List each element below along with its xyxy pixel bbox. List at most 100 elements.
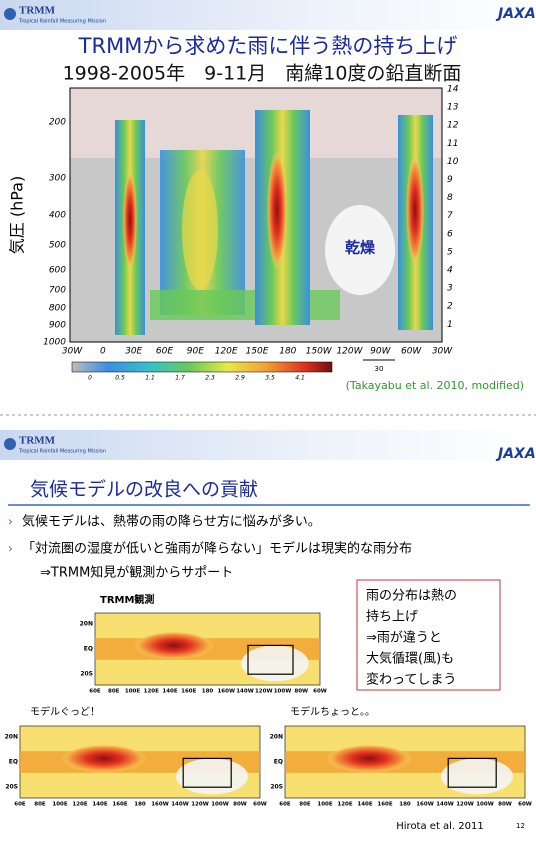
bullet-icon: › bbox=[8, 515, 13, 529]
x-tick-label: 30W bbox=[432, 347, 453, 357]
lon-label: 100E bbox=[317, 802, 332, 808]
x-tick-label: 120W bbox=[336, 347, 363, 357]
lon-label: 80W bbox=[498, 802, 512, 808]
slide-title: TRMMから求めた雨に伴う熱の持ち上げ bbox=[78, 34, 458, 58]
lon-label: 120W bbox=[255, 689, 273, 695]
lon-label: 120W bbox=[456, 802, 474, 808]
map-box bbox=[182, 757, 232, 788]
map-title: モデルぐっど！ bbox=[30, 705, 100, 718]
lat-label: 20N bbox=[5, 733, 18, 740]
y-axis-label: 気圧 (hPa) bbox=[8, 176, 27, 254]
lon-label: 180 bbox=[399, 802, 411, 808]
y2-tick-label: 9 bbox=[447, 175, 453, 185]
slide-title: 気候モデルの改良への貢献 bbox=[30, 479, 258, 501]
map-hotspot bbox=[325, 744, 413, 773]
agency-logo: JAXA bbox=[495, 446, 536, 462]
map-title: TRMM観測 bbox=[100, 593, 154, 606]
x-tick-label: 150W bbox=[306, 347, 333, 357]
slide-subtitle: 1998-2005年 9-11月 南緯10度の鉛直断面 bbox=[63, 63, 462, 85]
note-line: 大気循環(風)も bbox=[366, 651, 454, 667]
lon-label: 80E bbox=[299, 802, 311, 808]
y2-tick-label: 6 bbox=[447, 229, 453, 239]
logo-icon bbox=[4, 438, 16, 450]
lon-label: 160E bbox=[377, 802, 392, 808]
colorbar-tick-label: 3.5 bbox=[265, 375, 275, 382]
logo-icon bbox=[4, 8, 16, 20]
lon-label: 140E bbox=[92, 802, 107, 808]
colorbar-tick-label: 4.1 bbox=[295, 375, 305, 382]
lon-label: 100W bbox=[476, 802, 494, 808]
map-box bbox=[247, 644, 294, 675]
colorbar-tick-label: 2.3 bbox=[205, 375, 215, 382]
lat-label: EQ bbox=[9, 759, 18, 766]
map-dry bbox=[441, 758, 513, 795]
x-tick-label: 120E bbox=[215, 347, 238, 357]
lon-label: 80W bbox=[294, 689, 308, 695]
lat-label: 20S bbox=[80, 671, 93, 678]
lon-label: 80E bbox=[108, 689, 120, 695]
lat-label: EQ bbox=[274, 759, 283, 766]
y-tick-label: 900 bbox=[49, 321, 66, 331]
map-title: モデルちょっと。。 bbox=[290, 705, 375, 718]
lon-label: 60W bbox=[518, 802, 532, 808]
lon-label: 60W bbox=[313, 689, 327, 695]
x-tick-label: 150E bbox=[246, 347, 269, 357]
map-hotspot bbox=[133, 631, 215, 660]
x-tick-label: 30W bbox=[62, 347, 83, 357]
lon-label: 160E bbox=[112, 802, 127, 808]
y2-tick-label: 12 bbox=[447, 121, 459, 131]
lon-label: 60W bbox=[253, 802, 267, 808]
map-hotspot bbox=[60, 744, 148, 773]
agency-logo: JAXA bbox=[495, 6, 536, 22]
lat-label: 20S bbox=[270, 784, 283, 791]
x-tick-label: 90W bbox=[370, 347, 391, 357]
y2-tick-label: 13 bbox=[447, 103, 459, 113]
note-line: 持ち上げ bbox=[366, 610, 418, 625]
y2-tick-label: 4 bbox=[447, 266, 453, 276]
note-line: 変わってしまう bbox=[366, 672, 456, 688]
x-tick-label: 60E bbox=[156, 347, 173, 357]
y-tick-label: 800 bbox=[49, 304, 66, 314]
y-tick-label: 200 bbox=[49, 118, 66, 128]
lon-label: 140E bbox=[162, 689, 177, 695]
lon-label: 140W bbox=[171, 802, 189, 808]
x-tick-label: 0 bbox=[100, 347, 106, 357]
logo-sub: Tropical Rainfall Measuring Mission bbox=[18, 19, 106, 25]
dry-label: 乾燥 bbox=[345, 239, 376, 257]
colorbar-tick-label: 2.9 bbox=[235, 375, 245, 382]
map-box bbox=[447, 757, 497, 788]
lat-label: 20S bbox=[5, 784, 18, 791]
y-tick-label: 1000 bbox=[43, 338, 66, 348]
colorbar-tick-label: 1.1 bbox=[145, 375, 155, 382]
lon-label: 100W bbox=[211, 802, 229, 808]
y-tick-label: 600 bbox=[49, 266, 66, 276]
y2-tick-label: 8 bbox=[447, 193, 453, 203]
lon-label: 180 bbox=[134, 802, 146, 808]
sub-line: ⇒TRMM知見が観測からサポート bbox=[40, 565, 233, 581]
colorbar-tick-label: 1.7 bbox=[175, 375, 185, 382]
lon-label: 60E bbox=[14, 802, 26, 808]
colorbar-tick-label: 0.5 bbox=[115, 375, 125, 382]
x-tick-label: 60W bbox=[401, 347, 422, 357]
lat-label: 20N bbox=[270, 733, 283, 740]
lon-label: 140W bbox=[236, 689, 254, 695]
y2-tick-label: 5 bbox=[447, 247, 453, 257]
y2-tick-label: 14 bbox=[447, 85, 459, 95]
y2-tick-label: 10 bbox=[447, 157, 459, 167]
lon-label: 160W bbox=[151, 802, 169, 808]
citation: Hirota et al. 2011 bbox=[396, 821, 484, 832]
colorbar-tick-label: 0 bbox=[88, 375, 92, 382]
bullet: 「対流圏の湿度が低いと強雨が降らない」モデルは現実的な雨分布 bbox=[22, 541, 412, 557]
lon-label: 100E bbox=[125, 689, 140, 695]
bullet: 気候モデルは、熱帯の雨の降らせ方に悩みが多い。 bbox=[22, 514, 321, 530]
y2-tick-label: 11 bbox=[447, 139, 458, 149]
lon-label: 80E bbox=[34, 802, 46, 808]
y2-tick-label: 1 bbox=[447, 320, 453, 330]
lon-label: 120W bbox=[191, 802, 209, 808]
y2-tick-label: 7 bbox=[447, 211, 453, 221]
lon-label: 140E bbox=[357, 802, 372, 808]
lon-label: 60E bbox=[89, 689, 101, 695]
map-dry bbox=[176, 758, 248, 795]
